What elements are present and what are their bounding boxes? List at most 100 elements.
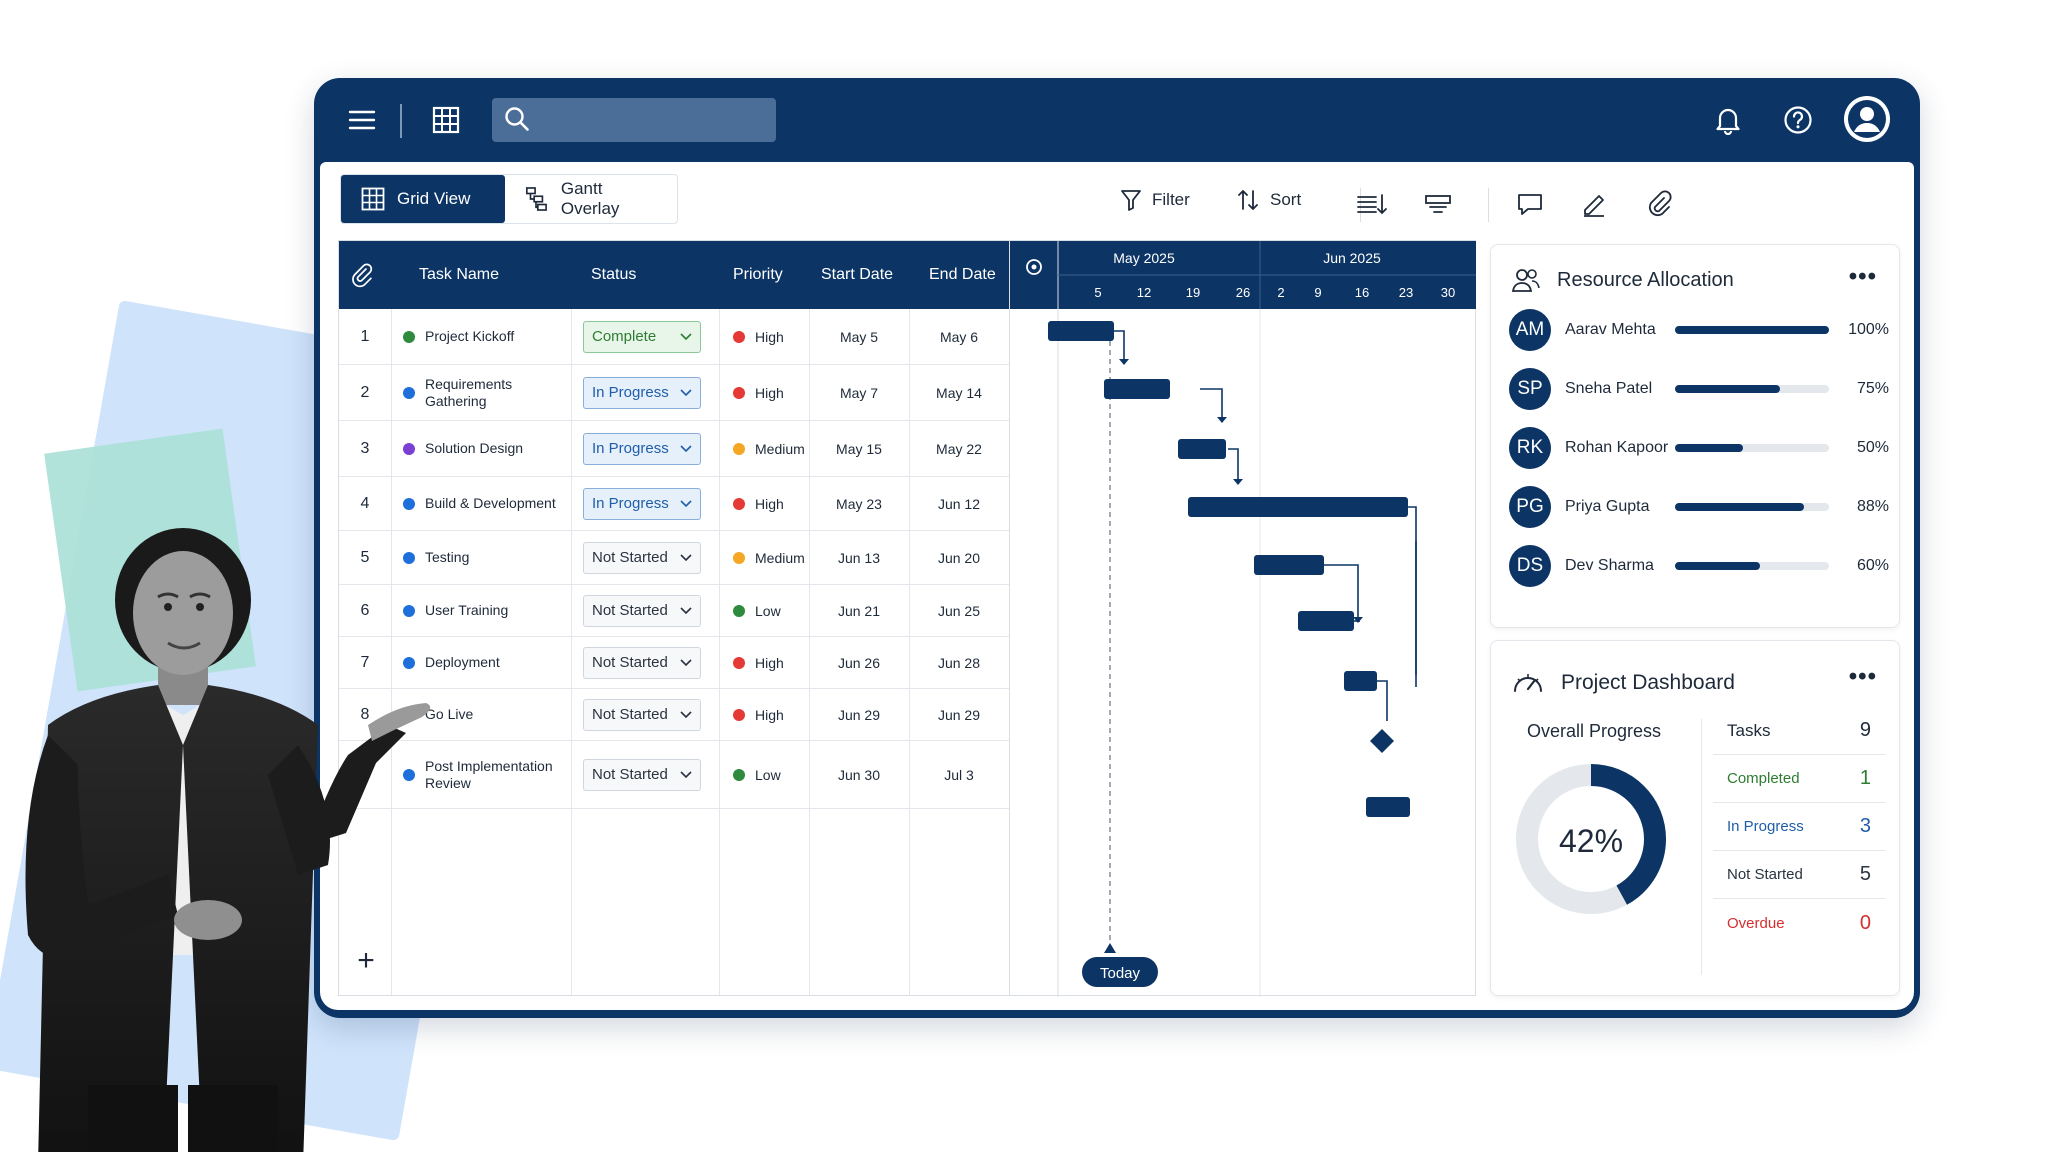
sort-label: Sort — [1270, 190, 1302, 209]
task-name-cell[interactable]: User Training — [403, 585, 571, 636]
resource-row[interactable]: AM Aarav Mehta 100% — [1509, 305, 1909, 355]
gantt-task-bar[interactable] — [1344, 671, 1377, 691]
start-date-cell[interactable]: May 23 — [836, 495, 882, 512]
priority-cell[interactable]: High — [733, 637, 813, 688]
header-task-name[interactable]: Task Name — [419, 266, 500, 283]
resource-more-button[interactable]: ••• — [1848, 263, 1877, 290]
filter-button[interactable]: Filter — [1120, 180, 1190, 220]
bell-icon[interactable] — [1708, 100, 1748, 140]
row-height-icon[interactable] — [1356, 184, 1388, 224]
start-date-cell[interactable]: Jun 21 — [837, 602, 881, 619]
add-row-button[interactable]: + — [357, 944, 375, 977]
priority-cell[interactable]: Medium — [733, 421, 813, 476]
status-dropdown[interactable]: In Progress — [583, 432, 701, 465]
user-avatar-icon[interactable] — [1844, 96, 1890, 142]
priority-label: High — [755, 706, 784, 723]
start-date-cell[interactable]: May 7 — [839, 384, 879, 401]
gantt-task-bar[interactable] — [1366, 797, 1410, 817]
end-date-cell[interactable]: May 6 — [939, 328, 979, 345]
status-dropdown[interactable]: Not Started — [583, 758, 701, 791]
table-row[interactable]: 2 Requirements Gathering In Progress High Ma… — [339, 365, 1009, 421]
column-format-icon[interactable] — [1424, 184, 1452, 224]
gantt-task-bar[interactable] — [1104, 379, 1170, 399]
task-name-cell[interactable]: Post Implementation Review — [403, 741, 571, 808]
gantt-day-label: 30 — [1441, 285, 1455, 300]
task-name-cell[interactable]: Build & Development — [403, 477, 571, 530]
table-row[interactable]: 3 Solution Design In Progress Medium May 15 M… — [339, 421, 1009, 477]
end-date-cell[interactable]: May 22 — [936, 440, 982, 457]
resource-row[interactable]: DS Dev Sharma 60% — [1509, 541, 1909, 591]
start-date-cell[interactable]: May 15 — [836, 440, 882, 457]
task-name-cell[interactable]: Deployment — [403, 637, 571, 688]
allocation-bar-fill — [1675, 385, 1780, 393]
priority-cell[interactable]: High — [733, 309, 813, 364]
table-row[interactable]: 6 User Training Not Started Low Jun 21 Jun 25 — [339, 585, 1009, 637]
connector-arrowhead — [1119, 359, 1129, 365]
gantt-task-bar[interactable] — [1188, 497, 1408, 517]
table-row[interactable]: 1 Project Kickoff Complete High May 5 May 6 — [339, 309, 1009, 365]
header-end-date[interactable]: End Date — [929, 266, 996, 283]
start-date-cell[interactable]: Jun 13 — [837, 549, 881, 566]
help-icon[interactable] — [1778, 100, 1818, 140]
dashboard-more-button[interactable]: ••• — [1848, 663, 1877, 690]
search-input[interactable] — [492, 98, 776, 142]
gantt-task-bar[interactable] — [1178, 439, 1226, 459]
resource-row[interactable]: SP Sneha Patel 75% — [1509, 364, 1909, 414]
priority-cell[interactable]: Low — [733, 585, 813, 636]
header-status[interactable]: Status — [591, 266, 637, 283]
end-date-cell[interactable]: Jun 20 — [937, 549, 981, 566]
start-date-cell[interactable]: Jun 26 — [837, 654, 881, 671]
status-label: In Progress — [592, 440, 669, 457]
table-row[interactable]: 8 Go Live Not Started High Jun 29 Jun 29 — [339, 689, 1009, 741]
start-date-cell[interactable]: May 5 — [839, 328, 879, 345]
status-label: Not Started — [592, 602, 668, 619]
priority-cell[interactable]: High — [733, 477, 813, 530]
priority-cell[interactable]: Medium — [733, 531, 813, 584]
task-name-cell[interactable]: Solution Design — [403, 421, 571, 476]
task-name-cell[interactable]: Testing — [403, 531, 571, 584]
status-cell: Not Started — [583, 585, 713, 636]
priority-label: Low — [755, 602, 781, 619]
end-date-cell[interactable]: Jul 3 — [944, 766, 974, 783]
edit-pencil-icon[interactable] — [1580, 184, 1608, 224]
status-dropdown[interactable]: Not Started — [583, 541, 701, 574]
table-row[interactable]: 5 Testing Not Started Medium Jun 13 Jun 20 — [339, 531, 1009, 585]
gantt-overlay-button[interactable]: Gantt Overlay — [505, 175, 677, 223]
task-name-cell[interactable]: Requirements Gathering — [403, 365, 571, 420]
grid-view-button[interactable]: Grid View — [341, 175, 505, 223]
gantt-task-bar[interactable] — [1298, 611, 1354, 631]
start-date-cell[interactable]: Jun 30 — [837, 766, 881, 783]
end-date-cell[interactable]: Jun 12 — [937, 495, 981, 512]
stat-label: Completed — [1727, 770, 1800, 787]
end-date-cell[interactable]: Jun 28 — [937, 654, 981, 671]
hamburger-menu-icon[interactable] — [342, 100, 382, 140]
header-start-date[interactable]: Start Date — [821, 266, 894, 283]
gantt-task-bar[interactable] — [1254, 555, 1324, 575]
attachment-icon[interactable] — [1646, 184, 1672, 224]
priority-cell[interactable]: Low — [733, 741, 813, 808]
allocation-percent: 50% — [1856, 439, 1889, 456]
task-name-cell[interactable]: Project Kickoff — [403, 309, 571, 364]
resource-row[interactable]: PG Priya Gupta 88% — [1509, 482, 1909, 532]
table-row[interactable]: 4 Build & Development In Progress High May 2… — [339, 477, 1009, 531]
end-date-cell[interactable]: Jun 25 — [937, 602, 981, 619]
grid-apps-icon[interactable] — [426, 100, 466, 140]
end-date-cell[interactable]: May 14 — [936, 384, 982, 401]
status-dropdown[interactable]: Complete — [583, 320, 701, 353]
status-dropdown[interactable]: In Progress — [583, 376, 701, 409]
comment-icon[interactable] — [1516, 184, 1544, 224]
table-row[interactable]: 7 Deployment Not Started High Jun 26 Jun 28 — [339, 637, 1009, 689]
gantt-task-bar[interactable] — [1048, 321, 1114, 341]
start-date-cell[interactable]: Jun 29 — [837, 706, 881, 723]
resource-row[interactable]: RK Rohan Kapoor 50% — [1509, 423, 1909, 473]
status-dropdown[interactable]: Not Started — [583, 594, 701, 627]
end-date-cell[interactable]: Jun 29 — [937, 706, 981, 723]
priority-cell[interactable]: High — [733, 689, 813, 740]
priority-cell[interactable]: High — [733, 365, 813, 420]
status-dropdown[interactable]: In Progress — [583, 487, 701, 520]
header-priority[interactable]: Priority — [733, 266, 783, 283]
status-dropdown[interactable]: Not Started — [583, 698, 701, 731]
status-dropdown[interactable]: Not Started — [583, 646, 701, 679]
sort-button[interactable]: Sort — [1236, 180, 1301, 220]
